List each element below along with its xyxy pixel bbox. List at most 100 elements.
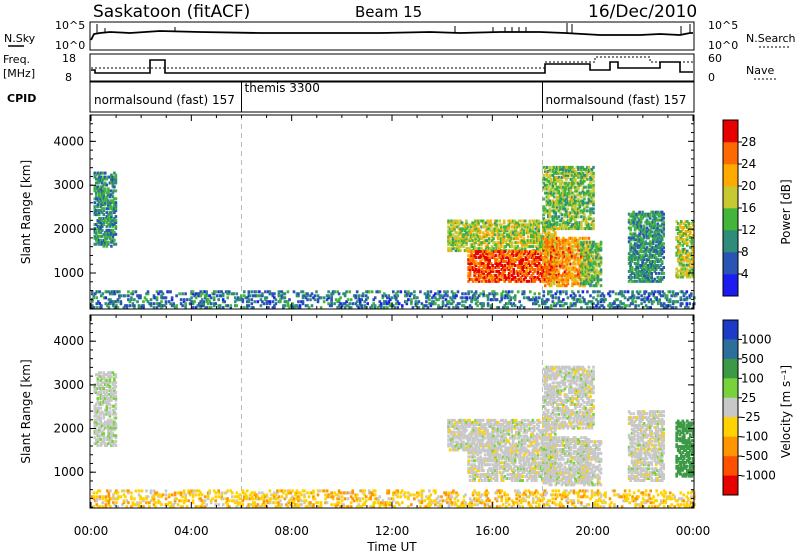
echo-cell (656, 238, 659, 242)
echo-cell (96, 205, 100, 209)
echo-cell (367, 290, 371, 294)
echo-cell (536, 233, 539, 237)
echo-cell (586, 171, 589, 175)
echo-cell (574, 254, 577, 258)
echo-cell (556, 284, 559, 288)
echo-cell (113, 217, 116, 220)
echo-cell (113, 497, 117, 501)
echo-cell (667, 290, 670, 294)
echo-cell (108, 236, 112, 240)
echo-cell (410, 300, 413, 304)
echo-cell (175, 294, 178, 298)
echo-cell (653, 214, 656, 218)
echo-cell (487, 221, 491, 225)
echo-cell (671, 290, 675, 294)
echo-cell (240, 296, 243, 300)
echo-cell (503, 264, 506, 267)
echo-cell (551, 225, 555, 229)
echo-cell (551, 169, 555, 173)
echo-cell (112, 300, 115, 304)
echo-cell (586, 302, 589, 306)
echo-cell (692, 245, 695, 249)
echo-cell (580, 165, 583, 169)
echo-cell (447, 229, 450, 233)
echo-cell (108, 420, 112, 424)
echo-cell (447, 300, 451, 304)
echo-cell (485, 269, 488, 273)
echo-cell (301, 300, 305, 304)
echo-cell (114, 181, 118, 185)
echo-cell (267, 306, 270, 310)
echo-cell (457, 227, 461, 231)
echo-cell (536, 269, 540, 273)
echo-cell (562, 167, 565, 171)
echo-cell (531, 219, 535, 223)
echo-cell (547, 250, 550, 254)
echo-cell (181, 304, 184, 308)
echo-cell (645, 277, 649, 281)
echo-cell (680, 259, 683, 263)
echo-cell (451, 237, 455, 241)
echo-cell (596, 252, 600, 256)
echo-cell (113, 207, 116, 211)
echo-cell (94, 499, 97, 503)
echo-cell (495, 269, 499, 273)
echo-cell (476, 250, 479, 254)
echo-cell (488, 275, 491, 279)
echo-cell (495, 266, 499, 269)
echo-cell (635, 273, 638, 277)
echo-cell (678, 251, 682, 255)
echo-cell (676, 292, 679, 296)
echo-cell (110, 232, 113, 236)
echo-cell (449, 296, 452, 300)
echo-cell (300, 300, 303, 304)
echo-cell (199, 304, 202, 308)
echo-cell (560, 179, 564, 183)
echo-cell (557, 189, 561, 193)
echo-cell (536, 225, 539, 229)
echo-cell (127, 298, 130, 302)
echo-cell (113, 211, 116, 215)
echo-cell (337, 304, 341, 308)
echo-cell (533, 254, 537, 258)
echo-cell (474, 260, 478, 264)
echo-cell (105, 244, 109, 248)
echo-cell (105, 381, 109, 385)
echo-cell (95, 197, 98, 201)
echo-cell (630, 218, 634, 222)
echo-cell (545, 298, 549, 302)
echo-cell (102, 177, 106, 181)
echo-cell (676, 232, 680, 235)
echo-cell (596, 270, 600, 274)
echo-cell (574, 173, 577, 177)
echo-cell (574, 242, 577, 246)
echo-cell (634, 300, 637, 304)
echo-cell (584, 258, 588, 262)
echo-cell (551, 193, 555, 197)
echo-cell (566, 227, 570, 231)
echo-cell (158, 302, 162, 306)
echo-cell (102, 217, 106, 220)
echo-cell (291, 302, 294, 306)
echo-cell (539, 245, 542, 249)
echo-cell (650, 275, 653, 279)
echo-cell (221, 298, 225, 302)
echo-cell (452, 294, 455, 298)
echo-cell (645, 269, 649, 273)
echo-cell (184, 306, 187, 310)
echo-cell (95, 205, 98, 209)
echo-cell (599, 300, 603, 304)
echo-cell (99, 422, 103, 426)
echo-cell (676, 275, 680, 279)
echo-cell (644, 252, 647, 256)
echo-cell (635, 226, 638, 230)
echo-cell (544, 278, 547, 282)
echo-cell (619, 290, 622, 294)
echo-cell (131, 292, 135, 296)
echo-cell (653, 266, 656, 269)
echo-cell (598, 270, 601, 274)
echo-cell (264, 290, 267, 294)
echo-cell (502, 247, 506, 251)
echo-cell (525, 223, 528, 227)
echo-cell (545, 195, 549, 199)
